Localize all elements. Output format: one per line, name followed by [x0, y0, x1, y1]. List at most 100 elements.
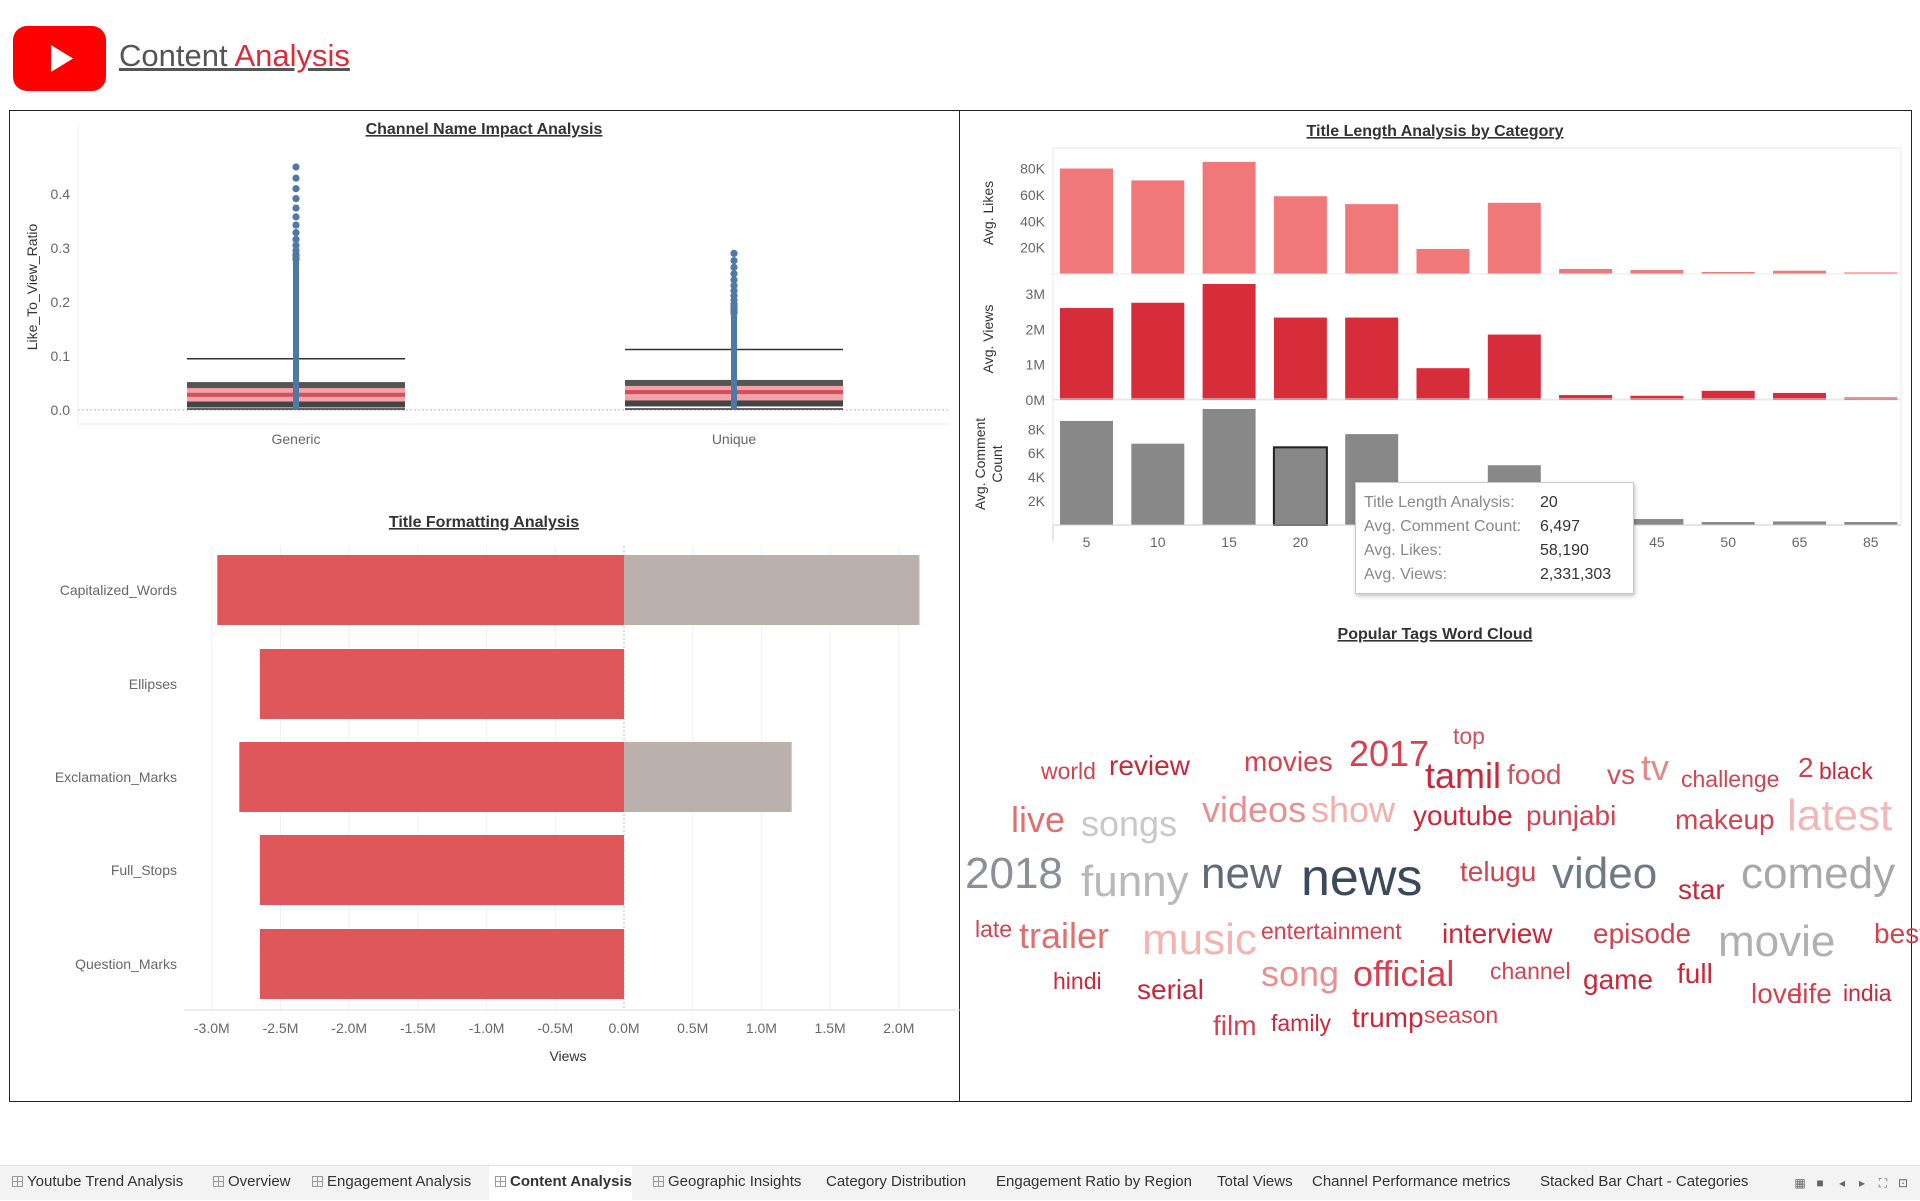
sheet-tab[interactable]: Geographic Insights	[647, 1166, 801, 1201]
word-cloud-word[interactable]: show	[1311, 789, 1396, 830]
outlier-point[interactable]	[292, 241, 300, 249]
outlier-point[interactable]	[292, 185, 300, 193]
word-cloud-word[interactable]: india	[1843, 980, 1892, 1006]
outlier-point[interactable]	[730, 287, 738, 295]
length-bar[interactable]	[1773, 521, 1826, 525]
box-unique[interactable]	[625, 249, 843, 410]
sheet-tab[interactable]: Stacked Bar Chart - Categories	[1534, 1166, 1748, 1201]
length-bar[interactable]	[1844, 272, 1898, 274]
word-cloud-word[interactable]: 2017	[1349, 733, 1430, 774]
sheet-tab[interactable]: Engagement Analysis	[306, 1166, 471, 1201]
word-cloud-word[interactable]: movie	[1718, 917, 1836, 966]
word-cloud-word[interactable]: trump	[1352, 1002, 1424, 1033]
word-cloud-word[interactable]: food	[1507, 759, 1562, 790]
word-cloud-word[interactable]: season	[1424, 1002, 1499, 1028]
outlier-point[interactable]	[730, 281, 738, 290]
sheet-tab[interactable]: Content Analysis	[489, 1166, 632, 1201]
sheet-tab[interactable]: Category Distribution	[820, 1166, 966, 1201]
formatting-bar[interactable]	[624, 742, 792, 812]
outlier-point[interactable]	[292, 221, 300, 229]
word-cloud-word[interactable]: music	[1142, 915, 1257, 964]
outlier-point[interactable]	[292, 213, 300, 221]
sheet-tab[interactable]: Engagement Ratio by Region	[990, 1166, 1192, 1201]
outlier-point[interactable]	[730, 276, 738, 284]
length-bar[interactable]	[1131, 443, 1185, 525]
word-cloud-word[interactable]: latest	[1787, 791, 1893, 840]
length-bar[interactable]	[1487, 202, 1541, 274]
next-sheet-icon[interactable]: ▸	[1858, 1176, 1866, 1190]
word-cloud-word[interactable]: makeup	[1675, 804, 1775, 835]
word-cloud-word[interactable]: channel	[1490, 958, 1571, 984]
length-bar[interactable]	[1559, 268, 1613, 274]
length-bar[interactable]	[1131, 180, 1185, 274]
word-cloud-word[interactable]: late	[975, 916, 1013, 942]
title-length-chart[interactable]: Title Length Analysis by Category 20K 40K…	[961, 112, 1911, 552]
outlier-point[interactable]	[292, 174, 300, 182]
length-bar[interactable]	[1273, 196, 1327, 274]
word-cloud-word[interactable]: top	[1453, 723, 1485, 749]
length-bar[interactable]	[1844, 522, 1898, 525]
word-cloud-word[interactable]: review	[1109, 750, 1190, 781]
formatting-bar[interactable]	[259, 649, 624, 719]
formatting-bar[interactable]	[217, 555, 624, 625]
sheet-tab[interactable]: Overview	[207, 1166, 291, 1201]
length-bar[interactable]	[1701, 390, 1755, 400]
word-cloud-word[interactable]: song	[1261, 953, 1340, 994]
filmstrip-icon[interactable]: ■	[1816, 1176, 1824, 1190]
channel-impact-chart[interactable]: Channel Name Impact Analysis Like_To_Vie…	[10, 112, 960, 462]
word-cloud-word[interactable]: official	[1353, 953, 1455, 994]
outlier-point[interactable]	[730, 256, 738, 265]
word-cloud-word[interactable]: episode	[1593, 918, 1692, 949]
word-cloud-word[interactable]: vs	[1607, 759, 1635, 790]
outlier-point[interactable]	[730, 270, 738, 278]
length-bar[interactable]	[1559, 395, 1613, 400]
present-icon[interactable]: ⊡	[1897, 1176, 1909, 1190]
sheet-tab[interactable]: Channel Performance metrics	[1306, 1166, 1510, 1201]
word-cloud-word[interactable]: life	[1796, 978, 1832, 1009]
word-cloud-word[interactable]: telugu	[1460, 856, 1537, 887]
outlier-point[interactable]	[292, 228, 300, 237]
word-cloud[interactable]: top world review movies 2017 tamil food vs tv cha…	[961, 700, 1920, 1041]
length-bar[interactable]	[1773, 270, 1826, 274]
formatting-bar[interactable]	[259, 929, 624, 999]
title-formatting-chart[interactable]: Title Formatting Analysis Capitalized_Wo…	[10, 502, 960, 1072]
box-generic[interactable]	[187, 163, 405, 410]
outlier-point[interactable]	[292, 204, 300, 212]
word-cloud-word[interactable]: world	[1041, 758, 1096, 784]
word-cloud-word[interactable]: tamil	[1425, 755, 1502, 796]
length-bar[interactable]	[1701, 272, 1755, 274]
length-bar[interactable]	[1131, 302, 1185, 400]
length-bar[interactable]	[1345, 317, 1399, 400]
word-cloud-word[interactable]: live	[1011, 799, 1066, 840]
word-cloud-word[interactable]: film	[1213, 1010, 1257, 1041]
fullscreen-icon[interactable]: ⛶	[1878, 1176, 1888, 1190]
word-cloud-word[interactable]: best	[1874, 918, 1920, 949]
length-bar[interactable]	[1345, 204, 1399, 274]
word-cloud-word[interactable]: interview	[1442, 918, 1553, 949]
length-bar[interactable]	[1273, 317, 1327, 400]
length-bar[interactable]	[1630, 519, 1684, 525]
length-bar[interactable]	[1630, 270, 1684, 274]
grid-view-icon[interactable]: ▦	[1794, 1176, 1806, 1190]
outlier-point[interactable]	[730, 263, 738, 271]
sheet-tab[interactable]: Total Views	[1211, 1166, 1293, 1201]
word-cloud-word[interactable]: comedy	[1741, 849, 1896, 898]
word-cloud-word[interactable]: trailer	[1019, 915, 1110, 956]
length-bar[interactable]	[1202, 284, 1256, 400]
word-cloud-word[interactable]: full	[1677, 958, 1713, 989]
outlier-point[interactable]	[292, 246, 300, 255]
outlier-point[interactable]	[292, 163, 300, 171]
word-cloud-word[interactable]: songs	[1081, 803, 1178, 844]
length-bar[interactable]	[1630, 395, 1684, 400]
formatting-bar[interactable]	[239, 742, 624, 812]
length-bar[interactable]	[1773, 392, 1826, 400]
length-bar[interactable]	[1416, 368, 1470, 400]
sheet-tab[interactable]: Youtube Trend Analysis	[6, 1166, 183, 1201]
word-cloud-word[interactable]: 2018	[965, 849, 1063, 898]
length-bar[interactable]	[1060, 420, 1113, 525]
length-bar[interactable]	[1416, 248, 1470, 274]
length-bar[interactable]	[1272, 446, 1328, 527]
word-cloud-word[interactable]: black	[1819, 758, 1873, 784]
word-cloud-word[interactable]: family	[1271, 1010, 1332, 1036]
word-cloud-word[interactable]: tv	[1641, 747, 1670, 788]
